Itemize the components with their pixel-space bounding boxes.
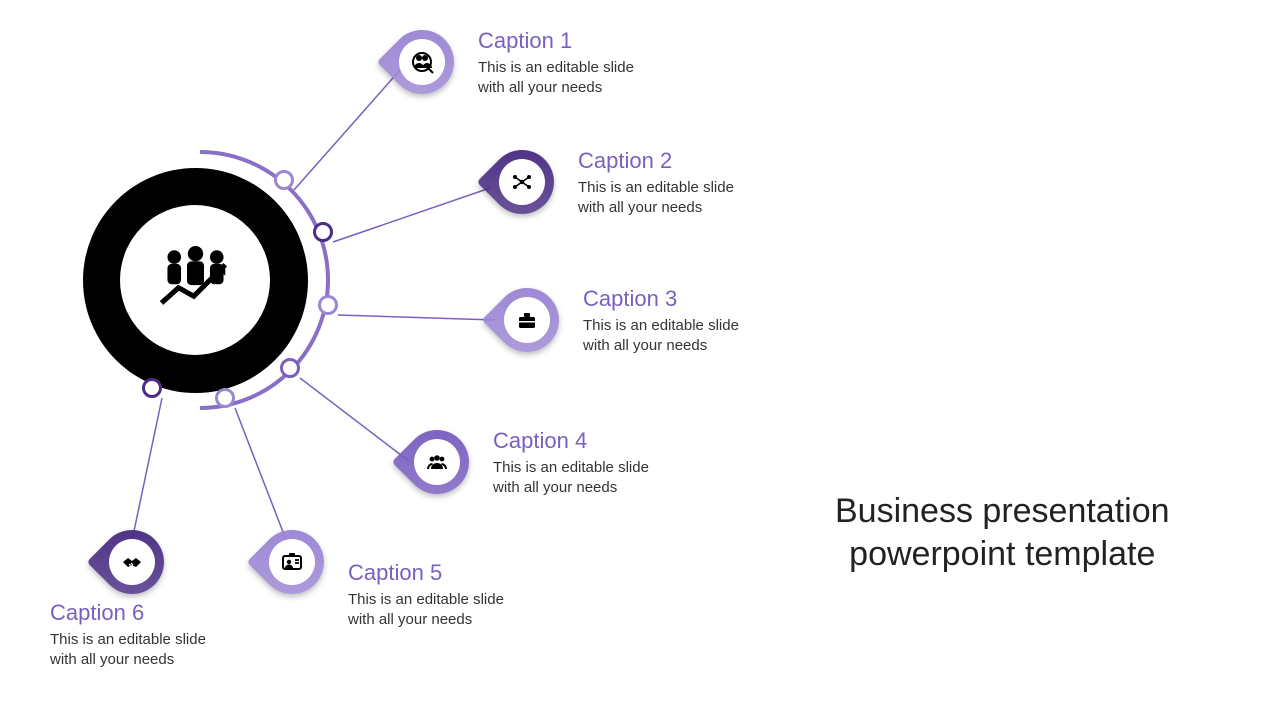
handshake-icon bbox=[109, 539, 155, 585]
caption-block-4: Caption 4 This is an editable slide with … bbox=[493, 428, 649, 499]
caption-block-6: Caption 6 This is an editable slide with … bbox=[50, 600, 206, 671]
slide-stage: Caption 1 This is an editable slide with … bbox=[0, 0, 1280, 720]
caption-body: This is an editable slide with all your … bbox=[478, 58, 634, 99]
caption-pin-1 bbox=[377, 17, 468, 108]
caption-title: Caption 1 bbox=[478, 28, 634, 54]
caption-block-3: Caption 3 This is an editable slide with … bbox=[583, 286, 739, 357]
caption-pin-4 bbox=[392, 417, 483, 508]
slide-title: Business presentation powerpoint templat… bbox=[835, 490, 1170, 575]
group-icon bbox=[414, 439, 460, 485]
ring-dot bbox=[313, 222, 333, 242]
caption-body: This is an editable slide with all your … bbox=[578, 178, 734, 219]
caption-pin-5 bbox=[247, 517, 338, 608]
caption-title: Caption 4 bbox=[493, 428, 649, 454]
caption-title: Caption 5 bbox=[348, 560, 504, 586]
id-card-icon bbox=[269, 539, 315, 585]
caption-pin-6 bbox=[87, 517, 178, 608]
caption-body: This is an editable slide with all your … bbox=[348, 590, 504, 631]
caption-pin-2 bbox=[477, 137, 568, 228]
people-search-icon bbox=[399, 39, 445, 85]
growth-team-icon bbox=[153, 235, 238, 325]
caption-title: Caption 2 bbox=[578, 148, 734, 174]
center-ring bbox=[83, 168, 308, 393]
ring-dot bbox=[274, 170, 294, 190]
caption-block-2: Caption 2 This is an editable slide with … bbox=[578, 148, 734, 219]
caption-body: This is an editable slide with all your … bbox=[583, 316, 739, 357]
network-icon bbox=[499, 159, 545, 205]
caption-title: Caption 3 bbox=[583, 286, 739, 312]
caption-body: This is an editable slide with all your … bbox=[493, 458, 649, 499]
slide-title-line1: Business presentation bbox=[835, 492, 1170, 530]
caption-pin-3 bbox=[482, 275, 573, 366]
caption-block-5: Caption 5 This is an editable slide with … bbox=[348, 560, 504, 631]
ring-dot bbox=[215, 388, 235, 408]
center-ring-inner bbox=[120, 205, 270, 355]
ring-dot bbox=[318, 295, 338, 315]
caption-title: Caption 6 bbox=[50, 600, 206, 626]
slide-title-line2: powerpoint template bbox=[849, 535, 1155, 573]
caption-body: This is an editable slide with all your … bbox=[50, 630, 206, 671]
ring-dot bbox=[280, 358, 300, 378]
briefcase-icon bbox=[504, 297, 550, 343]
caption-block-1: Caption 1 This is an editable slide with … bbox=[478, 28, 634, 99]
ring-dot bbox=[142, 378, 162, 398]
